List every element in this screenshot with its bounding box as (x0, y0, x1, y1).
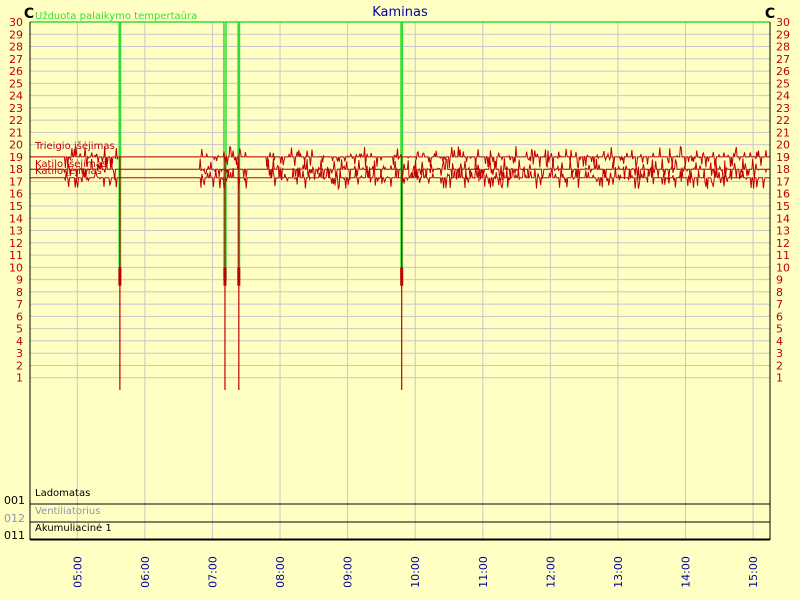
y-tick-label-right: 26 (776, 65, 790, 78)
y-tick-label-left: 4 (16, 335, 23, 348)
chart-title: Kaminas (372, 5, 428, 20)
series-label: Katilo išėjimas (35, 158, 107, 170)
y-tick-label-left: 30 (9, 16, 23, 29)
y-tick-label-left: 15 (9, 200, 23, 213)
y-tick-label-right: 10 (776, 261, 790, 274)
y-tick-label-right: 25 (776, 77, 790, 90)
y-tick-label-right: 6 (776, 310, 783, 323)
y-tick-label-right: 17 (776, 175, 790, 188)
y-tick-label-left: 1 (16, 372, 23, 385)
grid (30, 21, 770, 540)
series-line-2 (30, 158, 770, 182)
y-tick-label-right: 22 (776, 114, 790, 127)
y-tick-label-left: 9 (16, 274, 23, 287)
y-tick-label-left: 10 (9, 261, 23, 274)
y-tick-label-right: 13 (776, 225, 790, 238)
series-label: Trieigio išėjimas (34, 140, 115, 152)
track-name: Ventiliatorius (35, 506, 100, 517)
y-tick-label-left: 11 (9, 249, 23, 262)
y-tick-label-right: 9 (776, 274, 783, 287)
y-tick-label-right: 5 (776, 323, 783, 336)
y-tick-label-right: 2 (776, 359, 783, 372)
y-tick-label-left: 28 (9, 41, 23, 54)
y-tick-label-right: 24 (776, 90, 790, 103)
y-tick-label-right: 12 (776, 237, 790, 250)
y-tick-label-right: 3 (776, 347, 783, 360)
y-tick-label-right: 23 (776, 102, 790, 115)
x-tick-label: 08:00 (274, 556, 287, 588)
track-code: 012 (4, 512, 25, 525)
track-code: 001 (4, 494, 25, 507)
y-tick-label-left: 25 (9, 77, 23, 90)
y-tick-label-left: 23 (9, 102, 23, 115)
series-line-1 (30, 145, 770, 169)
y-tick-label-right: 21 (776, 126, 790, 139)
y-tick-label-right: 14 (776, 212, 790, 225)
y-tick-label-right: 20 (776, 139, 790, 152)
track-name: Akumuliacinė 1 (35, 523, 112, 534)
y-tick-label-left: 19 (9, 151, 23, 164)
y-tick-label-right: 18 (776, 163, 790, 176)
y-tick-label-right: 30 (776, 16, 790, 29)
y-tick-label-left: 29 (9, 28, 23, 41)
y-tick-label-left: 26 (9, 65, 23, 78)
x-tick-label: 12:00 (544, 556, 557, 588)
y-tick-label-right: 8 (776, 286, 783, 299)
y-tick-label-left: 18 (9, 163, 23, 176)
series-label: Katilo įėjimas (35, 166, 102, 177)
y-tick-label-left: 5 (16, 323, 23, 336)
x-tick-label: 14:00 (680, 556, 693, 588)
y-tick-label-left: 24 (9, 90, 23, 103)
x-tick-label: 10:00 (409, 556, 422, 588)
track-code: 011 (4, 529, 25, 542)
y-tick-label-left: 6 (16, 310, 23, 323)
series-label-setpoint: Užduota palaikymo tempertaūra (35, 10, 197, 22)
series-line-3 (30, 165, 770, 191)
y-tick-label-right: 1 (776, 372, 783, 385)
x-tick-label: 06:00 (139, 556, 152, 588)
left-unit-label: C (24, 6, 34, 22)
y-tick-label-left: 14 (9, 212, 23, 225)
y-tick-label-left: 2 (16, 359, 23, 372)
y-tick-label-left: 27 (9, 53, 23, 66)
x-tick-label: 07:00 (206, 556, 219, 588)
y-tick-label-left: 22 (9, 114, 23, 127)
digital-tracks: 001 Ladomatas 012 Ventiliatorius 011 Akumulia… (4, 488, 770, 542)
y-tick-label-right: 27 (776, 53, 790, 66)
y-tick-label-left: 8 (16, 286, 23, 299)
y-tick-label-right: 29 (776, 28, 790, 41)
right-unit-label: C (765, 6, 775, 22)
x-tick-label: 15:00 (747, 556, 760, 588)
y-tick-label-right: 4 (776, 335, 783, 348)
y-tick-label-left: 20 (9, 139, 23, 152)
y-tick-label-left: 7 (16, 298, 23, 311)
y-tick-label-left: 21 (9, 126, 23, 139)
x-tick-label: 09:00 (342, 556, 355, 588)
y-tick-label-right: 16 (776, 188, 790, 201)
y-tick-label-right: 28 (776, 41, 790, 54)
y-tick-label-right: 11 (776, 249, 790, 262)
y-tick-label-left: 12 (9, 237, 23, 250)
y-tick-label-left: 16 (9, 188, 23, 201)
track-name: Ladomatas (35, 488, 90, 499)
x-tick-label: 13:00 (612, 556, 625, 588)
y-tick-label-right: 19 (776, 151, 790, 164)
y-tick-label-left: 13 (9, 225, 23, 238)
x-tick-label: 11:00 (477, 556, 490, 588)
y-tick-label-left: 17 (9, 175, 23, 188)
y-tick-label-right: 7 (776, 298, 783, 311)
x-tick-label: 05:00 (71, 556, 84, 588)
y-tick-label-right: 15 (776, 200, 790, 213)
y-tick-label-left: 3 (16, 347, 23, 360)
